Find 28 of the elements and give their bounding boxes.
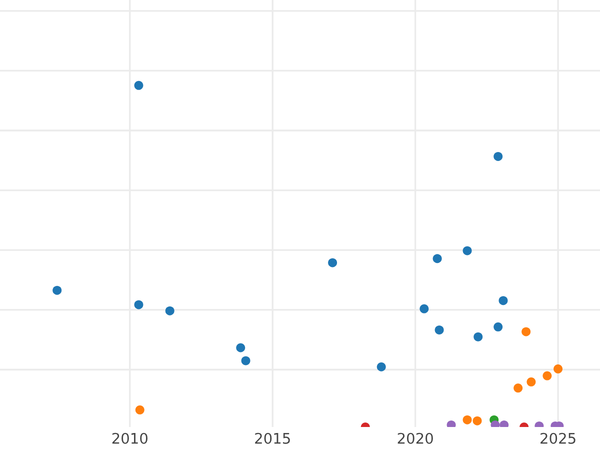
point: [514, 384, 523, 393]
point: [526, 377, 536, 386]
point: [135, 405, 144, 414]
point: [328, 258, 338, 268]
x-tick-label: 2025: [540, 432, 576, 444]
point: [420, 304, 429, 314]
point: [432, 254, 442, 264]
point: [462, 246, 472, 256]
point: [554, 364, 563, 374]
point: [165, 306, 174, 316]
x-tick-label: 2015: [255, 432, 290, 444]
point: [434, 325, 444, 334]
point: [376, 362, 386, 372]
x-tick-label: 2010: [112, 432, 148, 444]
point: [494, 322, 503, 332]
point: [494, 152, 503, 161]
point: [542, 371, 552, 380]
point: [241, 356, 250, 366]
point: [522, 327, 531, 336]
point: [236, 343, 246, 352]
x-tick-label: 2020: [398, 432, 433, 444]
point: [498, 296, 508, 306]
point: [134, 80, 144, 90]
point: [462, 415, 472, 424]
point: [472, 416, 482, 426]
point: [52, 286, 62, 295]
point: [474, 332, 483, 342]
point: [134, 300, 144, 310]
